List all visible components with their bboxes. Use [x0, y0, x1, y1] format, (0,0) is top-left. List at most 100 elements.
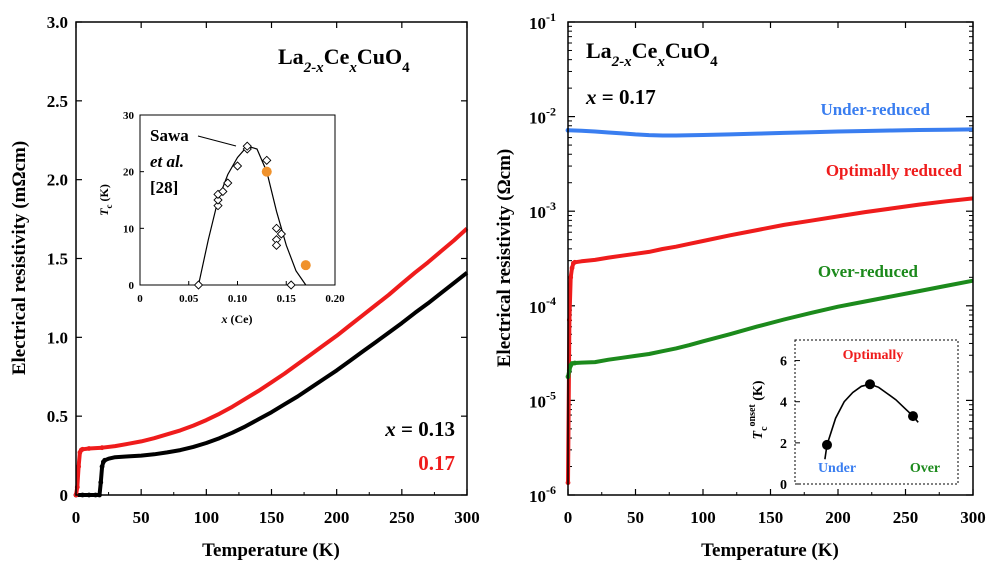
left-y-tick-label: 3.0 — [47, 13, 68, 32]
right-inset-y-tick-label: 6 — [780, 355, 787, 370]
right-y-tick-label: 10-4 — [529, 294, 556, 317]
left-series-point-1 — [86, 446, 92, 451]
left-inset-x-tick-label: 0.20 — [325, 293, 345, 305]
right-x-tick-label: 0 — [564, 508, 573, 527]
right-x-tick-label: 300 — [960, 508, 986, 527]
left-inset-y-tick-label: 10 — [123, 223, 135, 235]
right-y-tick-label: 10-6 — [529, 483, 556, 506]
this-work-point — [300, 260, 311, 271]
right-series-point-1 — [572, 259, 578, 265]
sawa-annotation-line3: [28] — [150, 178, 178, 197]
sawa-diamond-point — [213, 195, 223, 205]
left-inset-y-tick-label: 30 — [123, 110, 135, 122]
right-y-axis-title: Electrical resistivity (Ωcm) — [494, 149, 515, 368]
right-y-tick-label: 10-2 — [529, 105, 556, 128]
inset-label-over: Over — [910, 461, 940, 476]
right-series-point-1 — [568, 275, 574, 280]
left-series-point-1 — [76, 464, 82, 470]
left-inset-y-tick-label: 0 — [129, 280, 135, 292]
left-y-tick-label: 2.0 — [47, 171, 68, 190]
left-series-point-0 — [99, 464, 105, 470]
right-x-tick-label: 100 — [690, 508, 716, 527]
right-plot-frame — [567, 21, 974, 496]
left-plot-frame — [75, 21, 468, 496]
left-inset-x-tick-label: 0.15 — [277, 293, 297, 305]
right-x-tick-label: 200 — [825, 508, 851, 527]
right-y-tick-label: 10-1 — [529, 10, 556, 33]
left-y-tick-label: 2.5 — [47, 92, 68, 111]
left-inset-x-tick-label: 0.10 — [228, 293, 248, 305]
legend-x013: x = 0.13 — [384, 417, 455, 441]
left-series-point-0 — [102, 457, 108, 463]
left-x-tick-label: 250 — [389, 508, 415, 527]
left-y-tick-labels: 0 0.5 1.0 1.5 2.0 2.5 3.0 — [47, 13, 68, 505]
right-inset-frame — [794, 339, 959, 485]
left-inset-x-title: x (Ce) — [221, 312, 253, 326]
right-x-tick-label: 50 — [627, 508, 644, 527]
right-inset-point — [822, 439, 832, 450]
right-y-tick-label: 10-5 — [529, 388, 556, 411]
label-optimally-reduced: Optimally reduced — [826, 161, 963, 180]
left-y-axis-title: Electrical resistivity (mΩcm) — [9, 141, 30, 375]
sawa-diamond-point — [242, 141, 252, 151]
this-work-point — [261, 166, 272, 177]
right-inset-y-tick-label: 4 — [780, 396, 787, 411]
right-inset-points — [822, 379, 918, 450]
sawa-diamond-point — [213, 201, 223, 211]
inset-label-optimally: Optimally — [843, 348, 904, 363]
left-inset-frame — [139, 114, 336, 286]
inset-label-under: Under — [818, 461, 856, 476]
left-x-tick-label: 50 — [133, 508, 150, 527]
right-series-point-2 — [572, 360, 578, 366]
sawa-diamond-point — [232, 161, 243, 171]
right-series-layer — [565, 127, 974, 486]
left-series-point-1 — [80, 446, 85, 452]
left-x-tick-labels: 0 50 100 150 200 250 300 — [72, 508, 480, 527]
sawa-diamond-point — [223, 178, 233, 188]
sawa-diamond-point — [276, 229, 287, 239]
right-compound-formula: La2-xCexCuO4 — [586, 38, 718, 70]
sawa-annotation-line2: et al. — [150, 152, 184, 171]
left-x-tick-label: 300 — [454, 508, 480, 527]
left-inset-ticks: 0 0.05 0.10 0.15 0.20 0 10 20 30 — [123, 110, 345, 305]
left-x-tick-label: 100 — [194, 508, 220, 527]
sawa-diamond-point — [193, 280, 204, 290]
left-x-axis-title: Temperature (K) — [202, 540, 340, 561]
right-inset: 0 2 4 6 Tconset (K) Under Optimally Over — [747, 339, 959, 493]
left-series-layer — [73, 227, 469, 498]
legend-x017: 0.17 — [418, 451, 455, 475]
right-y-tick-labels: 10-6 10-5 10-4 10-3 10-2 10-1 — [529, 10, 556, 506]
right-inset-y-tick-label: 0 — [780, 478, 787, 493]
label-under-reduced: Under-reduced — [820, 100, 930, 119]
left-inset-y-tick-label: 20 — [123, 167, 135, 179]
sawa-diamond-point — [262, 155, 272, 165]
left-y-tick-label: 0.5 — [47, 407, 68, 426]
left-inset-x-tick-label: 0.05 — [179, 293, 199, 305]
left-x-tick-label: 200 — [324, 508, 350, 527]
right-x-tick-label: 150 — [758, 508, 784, 527]
left-x-tick-label: 0 — [72, 508, 81, 527]
left-inset: 0 0.05 0.10 0.15 0.20 0 10 20 30 x (Ce) Tc (K) S… — [97, 110, 345, 326]
sawa-annotation-line1: Sawa — [150, 126, 189, 145]
sawa-diamond-point — [271, 240, 282, 250]
left-compound-formula: La2-xCexCuO4 — [278, 44, 410, 76]
right-panel: 0 50 100 150 200 250 300 10-610-510-410-310-21… — [494, 10, 986, 561]
left-inset-points — [193, 141, 311, 290]
left-series-point-1 — [99, 445, 105, 451]
right-inset-point — [865, 379, 875, 390]
sawa-annotation-leader — [197, 135, 237, 147]
right-y-tick-label: 10-3 — [529, 199, 556, 222]
sawa-diamond-point — [271, 223, 282, 233]
right-inset-point — [908, 411, 918, 422]
sawa-diamond-point — [286, 280, 296, 290]
left-y-tick-label: 1.0 — [47, 328, 68, 347]
right-inset-ticks: 0 2 4 6 — [780, 355, 800, 493]
right-series-line-0 — [567, 127, 974, 138]
sawa-diamond-point — [218, 186, 228, 197]
right-x-tick-label: 250 — [893, 508, 919, 527]
right-series-point-1 — [569, 265, 575, 271]
left-inset-x-tick-label: 0 — [137, 293, 143, 305]
left-inset-y-title: Tc (K) — [97, 184, 114, 216]
label-over-reduced: Over-reduced — [818, 262, 919, 281]
